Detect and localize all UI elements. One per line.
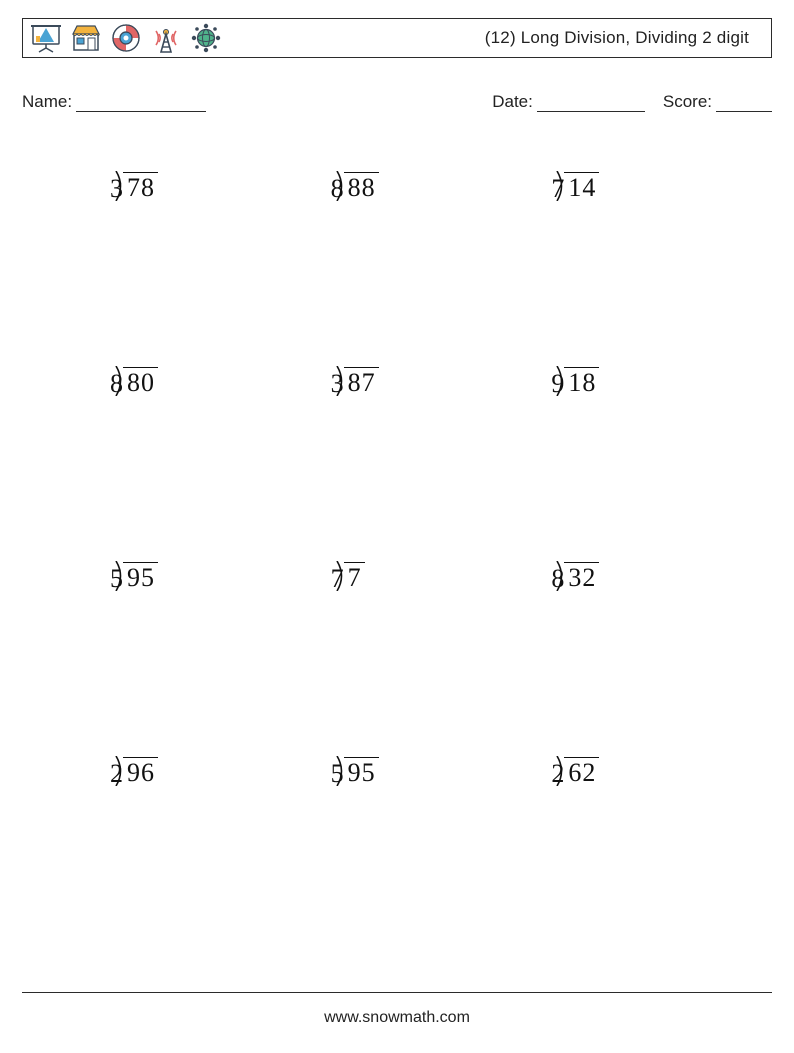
dividend-value: 14 bbox=[568, 173, 596, 202]
divisor: 2 bbox=[551, 757, 564, 787]
long-division-problem: 7 14 bbox=[551, 172, 599, 202]
name-label: Name: bbox=[22, 92, 72, 112]
header-icon-row bbox=[29, 22, 223, 54]
dividend: 7 bbox=[344, 562, 365, 591]
radio-tower-icon bbox=[149, 22, 183, 54]
long-division-problem: 3 78 bbox=[110, 172, 158, 202]
dividend: 95 bbox=[344, 757, 379, 786]
long-division-problem: 5 95 bbox=[331, 757, 379, 787]
divisor: 8 bbox=[551, 562, 564, 592]
presentation-board-icon bbox=[29, 22, 63, 54]
dividend-value: 95 bbox=[127, 563, 155, 592]
dividend: 62 bbox=[564, 757, 599, 786]
long-division-problem: 8 32 bbox=[551, 562, 599, 592]
dividend: 14 bbox=[564, 172, 599, 201]
long-division-problem: 8 88 bbox=[331, 172, 379, 202]
dividend-value: 7 bbox=[348, 563, 362, 592]
dividend: 95 bbox=[123, 562, 158, 591]
long-division-problem: 7 7 bbox=[331, 562, 365, 592]
date-blank[interactable] bbox=[537, 93, 645, 112]
divisor: 2 bbox=[110, 757, 123, 787]
dividend-value: 18 bbox=[568, 368, 596, 397]
lifebuoy-icon bbox=[109, 22, 143, 54]
long-division-problem: 3 87 bbox=[331, 367, 379, 397]
divisor: 8 bbox=[331, 172, 344, 202]
dividend: 32 bbox=[564, 562, 599, 591]
long-division-problem: 5 95 bbox=[110, 562, 158, 592]
worksheet-page: (12) Long Division, Dividing 2 digit Nam… bbox=[0, 0, 794, 1053]
divisor: 3 bbox=[110, 172, 123, 202]
header-bar: (12) Long Division, Dividing 2 digit bbox=[22, 18, 772, 58]
footer-text: www.snowmath.com bbox=[0, 1009, 794, 1027]
worksheet-title: (12) Long Division, Dividing 2 digit bbox=[485, 28, 761, 48]
divisor: 5 bbox=[331, 757, 344, 787]
network-globe-icon bbox=[189, 22, 223, 54]
dividend-value: 96 bbox=[127, 758, 155, 787]
dividend-value: 88 bbox=[348, 173, 376, 202]
long-division-problem: 8 80 bbox=[110, 367, 158, 397]
divisor: 3 bbox=[331, 367, 344, 397]
dividend-value: 95 bbox=[348, 758, 376, 787]
dividend: 80 bbox=[123, 367, 158, 396]
dividend-value: 62 bbox=[568, 758, 596, 787]
divisor: 8 bbox=[110, 367, 123, 397]
score-blank[interactable] bbox=[716, 93, 772, 112]
divisor: 7 bbox=[551, 172, 564, 202]
dividend: 88 bbox=[344, 172, 379, 201]
dividend: 96 bbox=[123, 757, 158, 786]
name-blank[interactable] bbox=[76, 93, 206, 112]
dividend: 87 bbox=[344, 367, 379, 396]
long-division-problem: 9 18 bbox=[551, 367, 599, 397]
dividend-value: 80 bbox=[127, 368, 155, 397]
storefront-icon bbox=[69, 22, 103, 54]
dividend: 18 bbox=[564, 367, 599, 396]
score-label: Score: bbox=[663, 92, 712, 112]
dividend-value: 87 bbox=[348, 368, 376, 397]
long-division-problem: 2 96 bbox=[110, 757, 158, 787]
divisor: 5 bbox=[110, 562, 123, 592]
problems-grid: 3 78 8 88 7 14 8 80 bbox=[22, 172, 772, 952]
date-label: Date: bbox=[492, 92, 533, 112]
divisor: 7 bbox=[331, 562, 344, 592]
divisor: 9 bbox=[551, 367, 564, 397]
info-line: Name: Date: Score: bbox=[22, 92, 772, 112]
long-division-problem: 2 62 bbox=[551, 757, 599, 787]
dividend-value: 32 bbox=[568, 563, 596, 592]
dividend-value: 78 bbox=[127, 173, 155, 202]
footer-rule bbox=[22, 992, 772, 993]
dividend: 78 bbox=[123, 172, 158, 201]
